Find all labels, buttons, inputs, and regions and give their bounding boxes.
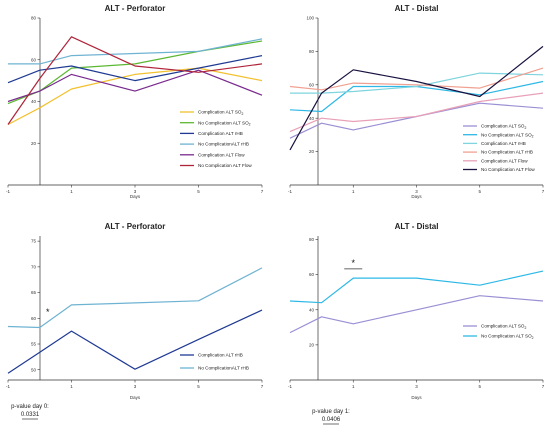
x-axis-label: Days [411,194,422,199]
series-line-1 [289,295,544,334]
y-tick-label: 20 [31,141,37,146]
y-tick-label: 75 [31,239,37,244]
legend-label: No Complication ALT SO2 [481,132,534,138]
chart-panel-3: ALT - Perforator -1 1 3 5 7 50 55 60 65 70 75 Days Co… [6,222,264,420]
series-line-5 [7,69,263,103]
y-tick-label: 80 [31,16,37,21]
legend: Complication ALT SO2 No Complication ALT … [463,324,534,340]
y-tick-label: 60 [31,57,37,62]
y-tick-label: 20 [309,342,315,347]
legend-label: Complication ALT rHB [481,141,526,146]
chart-panel-2: ALT - Distal -1 1 3 5 7 20 40 60 80 100 Days Complic… [288,4,545,199]
x-tick-label: 1 [352,189,355,194]
legend-label: No Complication ALT Flow [198,163,252,168]
legend-label: Complication ALT SO2 [198,110,244,116]
x-tick-label: 5 [197,384,200,389]
y-tick-label: 60 [309,272,315,277]
pvalue-value: 0.0331 [21,412,40,418]
legend-label: Complication ALT rHB [198,131,243,136]
x-axis-label: Days [130,395,141,400]
pvalue-label: p-value day 0: [11,404,49,410]
x-tick-label: 1 [70,384,73,389]
series-line-2 [289,80,544,113]
x-tick-label: 7 [261,189,264,194]
series-line-1 [7,67,263,126]
series-line-3 [7,55,263,84]
chart-title: ALT - Distal [395,222,439,231]
series-line-6 [289,45,544,151]
x-tick-label: 3 [415,384,418,389]
x-tick-label: -1 [6,384,10,389]
pvalue-value: 0.0406 [322,417,341,423]
x-axis-label: Days [130,194,141,199]
series-line-4 [289,67,544,91]
series-line-1 [289,102,544,139]
series-line-2 [289,270,544,304]
legend-label: Complication ALT rHB [198,353,243,358]
x-tick-label: 1 [352,384,355,389]
legend-label: Complication ALT Flow [198,152,245,157]
series-line-2 [7,267,263,329]
chart-title: ALT - Distal [395,4,439,13]
series-line-3 [290,72,544,94]
significance-marker: * [46,307,50,317]
series-line-2 [7,40,263,105]
y-tick-label: 70 [31,264,37,269]
y-tick-label: 40 [31,99,37,104]
y-tick-label: 65 [31,290,37,295]
x-tick-label: 3 [134,189,137,194]
y-tick-label: 55 [31,342,37,347]
legend-label: No Complication ALT SO2 [481,334,534,340]
series-line-5 [289,92,544,133]
y-tick-label: 20 [309,149,315,154]
series-line-4 [8,38,263,65]
x-tick-label: 5 [478,384,481,389]
x-tick-label: -1 [6,189,10,194]
chart-panel-1: ALT - Perforator -1 1 3 5 7 20 40 60 80 Days Compli… [6,4,264,199]
chart-title: ALT - Perforator [105,4,166,13]
y-tick-label: 60 [309,82,315,87]
series-line-1 [7,309,263,374]
y-tick-label: 40 [309,116,315,121]
x-tick-label: -1 [288,384,292,389]
y-tick-label: 80 [309,49,315,54]
x-tick-label: 7 [261,384,264,389]
legend-label: No Complication ALT SO2 [198,120,251,126]
legend: Complication ALT SO2 No Complication ALT … [180,110,252,168]
chart-title: ALT - Perforator [105,222,166,231]
x-tick-label: 3 [134,384,137,389]
x-tick-label: 5 [197,189,200,194]
x-axis-label: Days [411,395,422,400]
legend-label: No Complication ALT rHB [481,150,533,155]
x-tick-label: 7 [542,384,545,389]
x-tick-label: -1 [288,189,292,194]
y-tick-label: 100 [306,16,314,21]
y-tick-label: 40 [309,307,315,312]
legend-label: No ComplicationALT rHB [198,366,249,371]
legend-label: Complication ALT SO2 [481,324,527,330]
y-tick-label: 50 [31,367,37,372]
x-tick-label: 3 [415,189,418,194]
legend-label: Complication ALT SO2 [481,124,527,130]
significance-marker: * [351,258,355,268]
legend-label: No Complication ALT Flow [481,167,535,172]
x-tick-label: 5 [478,189,481,194]
chart-panel-4: ALT - Distal -1 1 3 5 7 20 40 60 80 Days Complicati… [288,222,545,425]
y-tick-label: 60 [31,316,37,321]
legend: Complication ALT SO2 No Complication ALT … [463,124,535,172]
pvalue-label: p-value day 1: [312,409,350,415]
legend-label: No ComplicationALT rHB [198,142,249,147]
legend-label: Complication ALT Flow [481,158,528,163]
y-tick-label: 80 [309,237,315,242]
legend: Complication ALT rHB No ComplicationALT r… [180,353,249,371]
x-tick-label: 1 [70,189,73,194]
x-tick-label: 7 [542,189,545,194]
series-line-6 [7,36,263,125]
